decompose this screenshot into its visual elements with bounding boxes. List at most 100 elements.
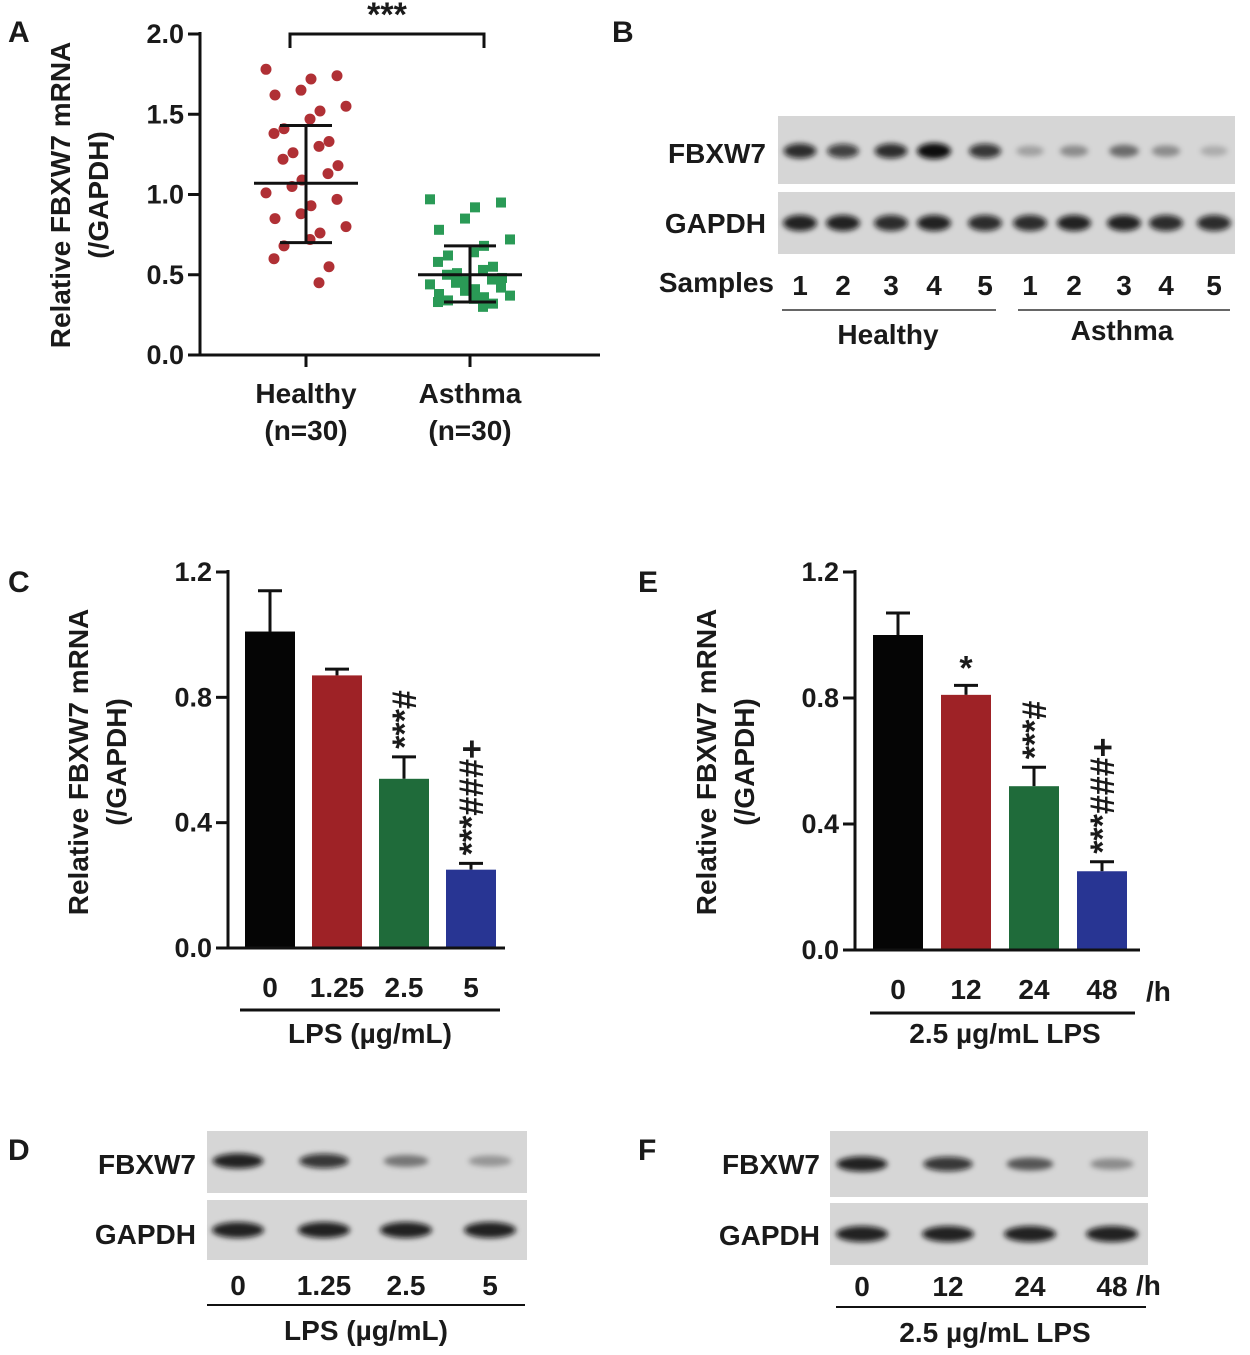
data-point	[478, 264, 488, 275]
x-tick-label: 5	[463, 972, 479, 1003]
x-tick-label: 48	[1086, 974, 1117, 1005]
band-gapdh	[826, 215, 860, 231]
band-fbxw7	[1109, 144, 1139, 158]
lane-label: 3	[1116, 270, 1132, 301]
x-tick-label: 2.5	[385, 972, 424, 1003]
panel-label-f: F	[638, 1134, 656, 1167]
data-point	[488, 298, 498, 309]
band-fbxw7	[1200, 145, 1228, 157]
data-point	[277, 153, 289, 165]
band-gapdh	[1149, 215, 1183, 231]
panel-label-b: B	[612, 16, 634, 49]
band-gapdh	[968, 215, 1002, 231]
lane-label: 0	[854, 1271, 870, 1302]
lane-label: 2.5	[387, 1270, 426, 1301]
data-point	[433, 256, 443, 267]
panel-a-scatter: Relative FBXW7 mRNA (/GAPDH) 0.0 0.5 1.0 1.…	[45, 0, 600, 446]
data-point	[260, 63, 272, 75]
lane-label: 5	[1206, 270, 1222, 301]
data-point	[496, 282, 506, 293]
y-tick-label: 1.5	[146, 99, 184, 129]
data-point	[268, 128, 280, 140]
panel-c-bar-chart: Relative FBXW7 mRNA (/GAPDH) 0.0 0.4 0.8 1.…	[63, 557, 505, 1049]
y-tick-label: 0.8	[801, 683, 839, 713]
data-point	[451, 277, 461, 288]
data-point	[322, 168, 334, 180]
data-point	[340, 221, 352, 233]
band-gapdh	[1004, 1226, 1056, 1242]
lane-label: 2	[835, 270, 851, 301]
data-point	[295, 208, 307, 220]
panel-a-group-n: (n=30)	[264, 415, 347, 446]
band-fbxw7	[917, 143, 951, 159]
band-fbxw7	[1006, 1157, 1054, 1171]
x-tick-label: 12	[950, 974, 981, 1005]
lane-label: 1	[792, 270, 808, 301]
data-point	[425, 279, 435, 290]
panel-label-a: A	[8, 16, 30, 49]
panel-e-ylabel-line2: (/GAPDH)	[729, 698, 760, 826]
bar	[941, 694, 991, 950]
panel-f-unit: /h	[1136, 1270, 1161, 1301]
data-point	[478, 301, 488, 312]
panel-label-e: E	[638, 566, 658, 599]
band-gapdh	[836, 1226, 888, 1242]
band-fbxw7	[968, 143, 1002, 159]
blot-row-label-gapdh: GAPDH	[719, 1220, 820, 1251]
lane-label: 1.25	[297, 1270, 352, 1301]
band-fbxw7	[299, 1153, 349, 1169]
data-point	[496, 197, 506, 208]
data-point	[443, 250, 453, 261]
band-fbxw7	[383, 1154, 429, 1168]
lane-label: 5	[977, 270, 993, 301]
data-point	[313, 277, 325, 289]
data-point	[305, 200, 317, 212]
band-gapdh	[1086, 1226, 1138, 1242]
bar	[1077, 871, 1127, 950]
lane-label: 24	[1014, 1271, 1046, 1302]
bar	[446, 869, 496, 948]
y-tick-label: 1.2	[801, 557, 839, 587]
band-fbxw7	[874, 143, 908, 159]
panel-a-ylabel-line1: Relative FBXW7 mRNA	[45, 42, 76, 349]
band-gapdh	[783, 215, 817, 231]
band-gapdh	[380, 1222, 432, 1238]
samples-label: Samples	[659, 267, 774, 298]
band-gapdh	[874, 215, 908, 231]
data-point	[269, 89, 281, 101]
data-point	[497, 272, 507, 283]
lane-label: 5	[482, 1270, 498, 1301]
significance-label: *	[959, 649, 973, 687]
data-point	[487, 274, 497, 285]
data-point	[469, 293, 479, 304]
panel-e-bar-chart: Relative FBXW7 mRNA (/GAPDH) 0.0 0.4 0.8 1.…	[691, 557, 1171, 1049]
data-point	[505, 234, 515, 245]
band-fbxw7	[783, 143, 817, 159]
blot-row-label-fbxw7: FBXW7	[722, 1149, 820, 1180]
y-tick-label: 0.4	[174, 808, 212, 838]
x-tick-label: 0	[262, 972, 278, 1003]
panel-f-western-blot: FBXW7 GAPDH 0 12 24 48 /h 2.5 µg/mL LPS	[719, 1131, 1161, 1348]
band-gapdh	[1057, 215, 1091, 231]
panel-label-d: D	[8, 1134, 30, 1167]
lane-label: 3	[883, 270, 899, 301]
band-fbxw7	[1059, 145, 1089, 157]
panel-f-xlabel: 2.5 µg/mL LPS	[899, 1317, 1090, 1348]
panel-a-group-n: (n=30)	[428, 415, 511, 446]
data-point	[313, 140, 325, 152]
bar	[379, 778, 429, 948]
data-point	[268, 253, 280, 265]
data-point	[433, 297, 443, 308]
x-tick-label: 0	[890, 974, 906, 1005]
data-point	[479, 292, 489, 303]
data-point	[434, 224, 444, 235]
panel-a-group-label: Healthy	[255, 378, 357, 409]
significance-label: ***#	[1016, 701, 1054, 760]
band-fbxw7	[836, 1156, 888, 1172]
band-gapdh	[1107, 215, 1141, 231]
band-fbxw7	[1151, 145, 1181, 157]
panel-e-unit: /h	[1146, 976, 1171, 1007]
lane-label: 4	[1158, 270, 1174, 301]
data-point	[340, 100, 352, 112]
